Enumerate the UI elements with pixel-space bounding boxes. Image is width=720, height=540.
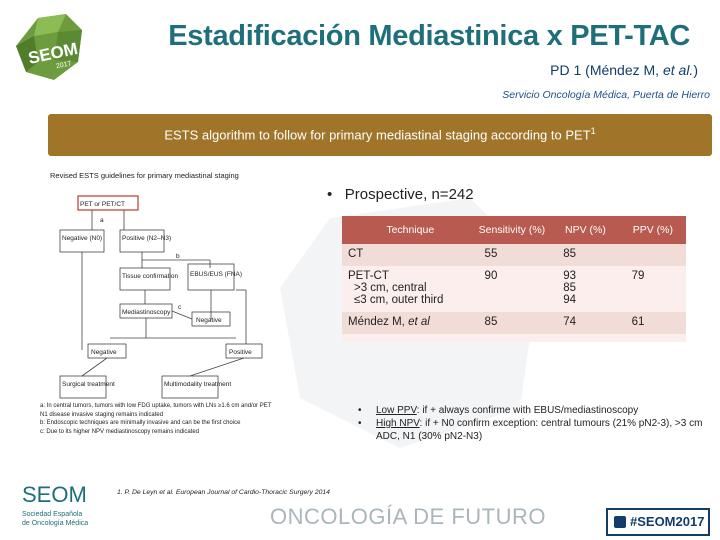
reference-footnote: 1. P. De Leyn et al. European Journal of… [117, 489, 330, 496]
cell-npv: 85 [551, 244, 620, 266]
figure-caption: Revised ESTS guidelines for primary medi… [50, 171, 239, 180]
hashtag-badge: #SEOM2017 [606, 508, 710, 536]
prospective-bullet: • Prospective, n=242 [327, 186, 474, 203]
flow-multimodality-treatment: Multimodality treatment [164, 381, 231, 388]
figure-note-b: b: Endoscopic techniques are minimally i… [40, 420, 241, 427]
seom-logo-sub1: Sociedad Española [22, 511, 82, 518]
header-npv: NPV (%) [551, 216, 620, 244]
flow-negative-mid: Negative [196, 317, 222, 324]
table-row-spacer [342, 334, 686, 342]
figure-note-c: c: Due to its higher NPV mediastinoscopy… [40, 428, 200, 435]
top-logo-year: 2017 [55, 60, 72, 70]
figure-note-a: a: In central tumors, tumors with low FD… [40, 403, 272, 418]
cell-sensitivity: 55 [472, 244, 552, 266]
footer-tagline: ONCOLOGÍA DE FUTURO [270, 504, 546, 529]
cell-technique: Méndez M, et al [342, 312, 473, 334]
seom-2017-logo: SEOM 2017 [16, 14, 82, 80]
seom-logo: SEOM Sociedad Española de Oncología Médi… [22, 482, 88, 527]
flow-label-b: b [176, 253, 180, 260]
figure-notes: a: In central tumors, tumors with low FD… [40, 402, 272, 436]
cell-ppv [619, 244, 686, 266]
cell-npv: 93 85 94 [551, 266, 620, 312]
twitter-icon [614, 516, 626, 528]
flow-ebus-eus: EBUS/EUS (FNA) [190, 271, 242, 278]
conclusion-item: • Low PPV: if + always confirme with EBUS… [358, 405, 639, 416]
table-row: PET-CT >3 cm, central ≤3 cm, outer third… [342, 266, 686, 312]
cell-npv: 74 [551, 312, 620, 334]
cell-sensitivity: 90 [472, 266, 552, 312]
cell-sensitivity: 85 [472, 312, 552, 334]
table-header-row: Technique Sensitivity (%) NPV (%) PPV (%… [342, 216, 686, 244]
flow-mediastinoscopy: Mediastinoscopy [122, 309, 171, 316]
conclusion-item: • High NPV: if + N0 confirm exception: ce… [358, 418, 703, 442]
header-ppv: PPV (%) [619, 216, 686, 244]
page-title: Estadificación Mediastinica x PET-TAC [168, 20, 690, 52]
table-row: Méndez M, et al 85 74 61 [342, 312, 686, 334]
seom-logo-sub2: de Oncología Médica [22, 520, 88, 527]
flow-surgical-treatment: Surgical treatment [62, 381, 115, 388]
cell-technique: PET-CT >3 cm, central ≤3 cm, outer third [342, 266, 473, 312]
flow-label-a: a [100, 217, 104, 224]
header-technique: Technique [342, 216, 473, 244]
header-sensitivity: Sensitivity (%) [472, 216, 552, 244]
flow-positive-n2n3: Positive (N2–N3) [122, 235, 171, 242]
ests-flowchart: PET or PET/CT Negative (N0) Positive (N2… [59, 195, 263, 399]
flow-tissue-confirmation: Tissue confirmation [122, 273, 178, 280]
cell-ppv: 61 [619, 312, 686, 334]
flow-pet-box: PET or PET/CT [80, 201, 125, 208]
flow-negative-n0: Negative (N0) [62, 235, 102, 242]
cell-ppv: 79 [619, 266, 686, 312]
affiliation: Servicio Oncología Médica, Puerta de Hie… [502, 89, 710, 101]
flow-positive-low: Positive [229, 349, 252, 356]
flow-label-c: c [178, 304, 182, 311]
table-row: CT 55 85 [342, 244, 686, 266]
seom-logo-text: SEOM [22, 482, 87, 507]
conclusions-list: • Low PPV: if + always confirme with EBUS… [358, 404, 708, 443]
flow-negative-low: Negative [91, 349, 117, 356]
results-table: Technique Sensitivity (%) NPV (%) PPV (%… [342, 216, 686, 342]
page-subtitle: PD 1 (Méndez M, et al.) [550, 62, 698, 78]
section-banner: ESTS algorithm to follow for primary med… [48, 114, 712, 156]
cell-technique: CT [342, 244, 473, 266]
